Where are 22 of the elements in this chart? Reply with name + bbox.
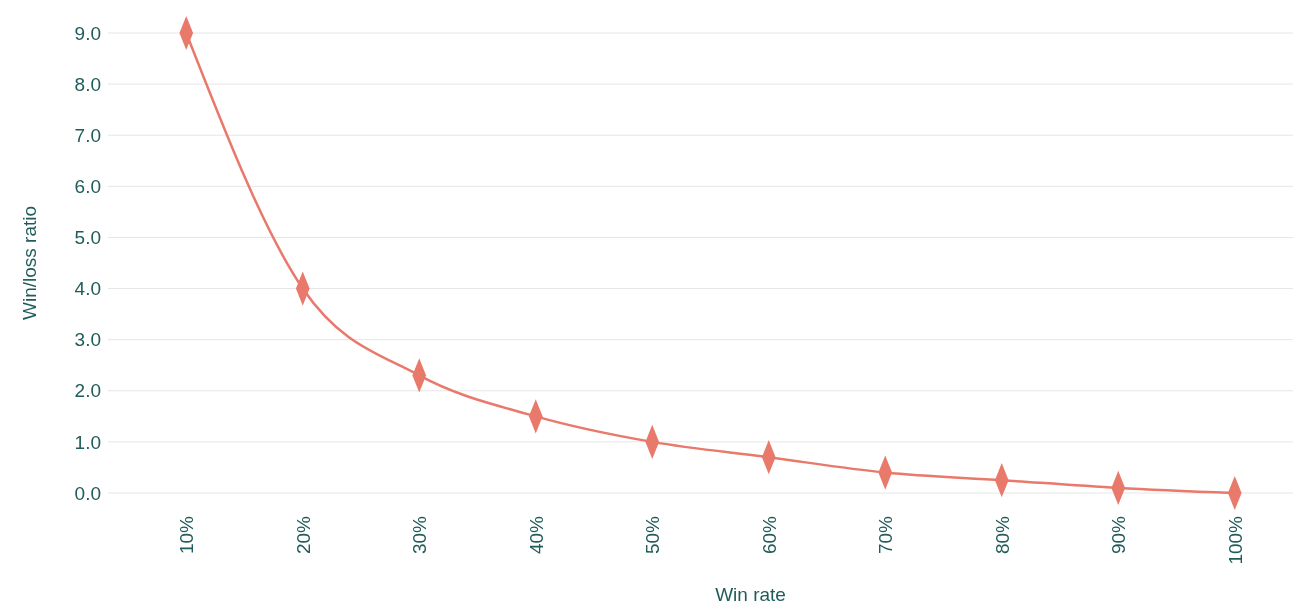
x-tick-label: 30% (409, 515, 431, 555)
x-tick-label: 50% (642, 515, 664, 555)
y-tick-label: 5.0 (74, 227, 101, 249)
y-tick-label: 6.0 (74, 175, 101, 197)
y-tick-label: 3.0 (74, 329, 101, 351)
x-tick-label: 40% (525, 515, 547, 555)
x-axis-title: Win rate (715, 584, 786, 605)
x-tick-label: 10% (176, 515, 198, 555)
y-tick-label: 8.0 (74, 73, 101, 95)
y-tick-label: 1.0 (74, 431, 101, 453)
x-tick-label: 90% (1108, 515, 1130, 555)
y-tick-label: 0.0 (74, 482, 101, 504)
y-tick-label: 7.0 (74, 124, 101, 146)
y-tick-label: 4.0 (74, 278, 101, 300)
x-tick-label: 70% (875, 515, 897, 555)
x-tick-label: 80% (991, 515, 1013, 555)
x-tick-label: 60% (758, 515, 780, 555)
x-tick-label: 100% (1224, 515, 1246, 565)
y-tick-label: 9.0 (74, 22, 101, 44)
x-tick-label: 20% (292, 515, 314, 555)
y-tick-label: 2.0 (74, 380, 101, 402)
y-axis-title: Win/loss ratio (19, 205, 40, 321)
